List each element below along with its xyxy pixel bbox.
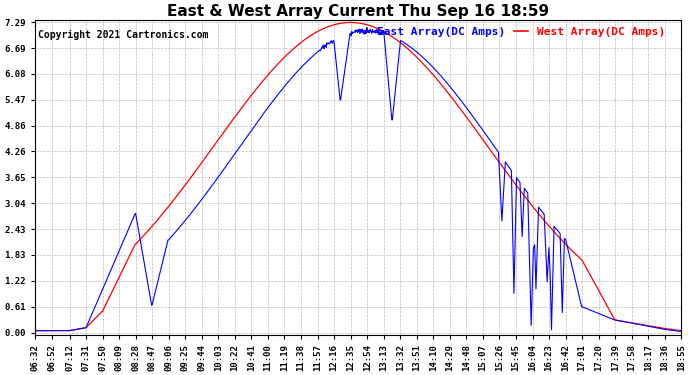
Text: Copyright 2021 Cartronics.com: Copyright 2021 Cartronics.com bbox=[38, 30, 208, 40]
Title: East & West Array Current Thu Sep 16 18:59: East & West Array Current Thu Sep 16 18:… bbox=[167, 4, 549, 19]
Legend: East Array(DC Amps), West Array(DC Amps): East Array(DC Amps), West Array(DC Amps) bbox=[351, 23, 669, 42]
